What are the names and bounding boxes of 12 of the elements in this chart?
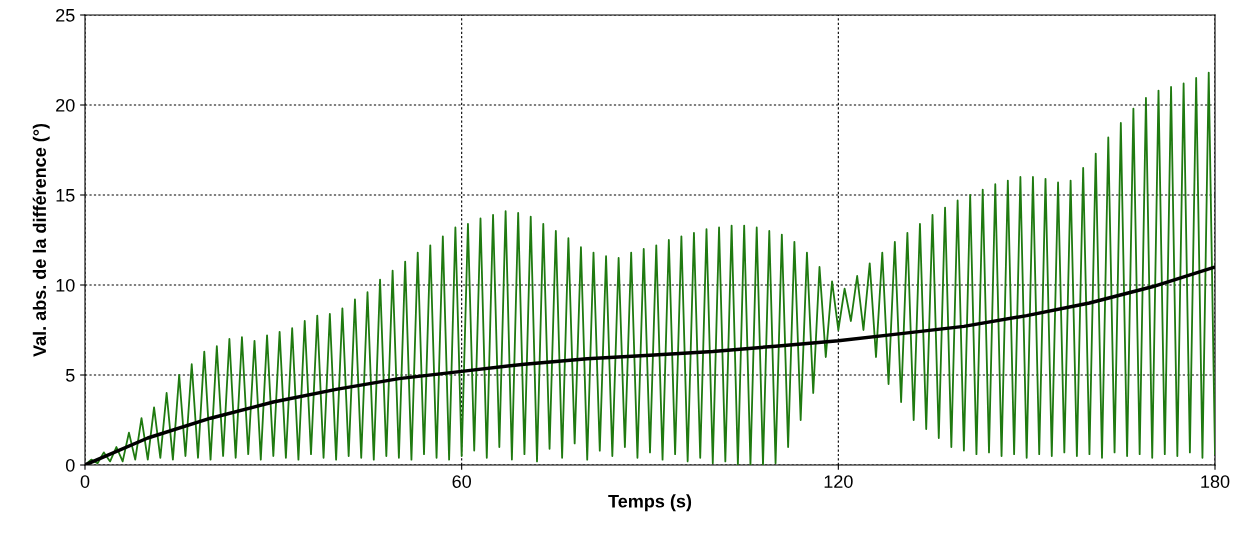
y-tick-label: 0	[65, 458, 75, 472]
y-axis-title: Val. abs. de la différence (°)	[32, 123, 50, 357]
y-tick-label: 25	[56, 8, 75, 22]
x-tick-label: 0	[80, 475, 90, 488]
x-tick-label: 60	[452, 475, 471, 488]
y-tick-label: 20	[56, 98, 75, 112]
y-tick-label: 10	[56, 278, 75, 292]
y-tick-label: 15	[56, 189, 75, 202]
x-tick-label: 120	[824, 475, 853, 488]
x-tick-label: 180	[1201, 475, 1230, 488]
x-axis-title: Temps (s)	[608, 494, 692, 512]
y-tick-label: 5	[65, 369, 75, 382]
